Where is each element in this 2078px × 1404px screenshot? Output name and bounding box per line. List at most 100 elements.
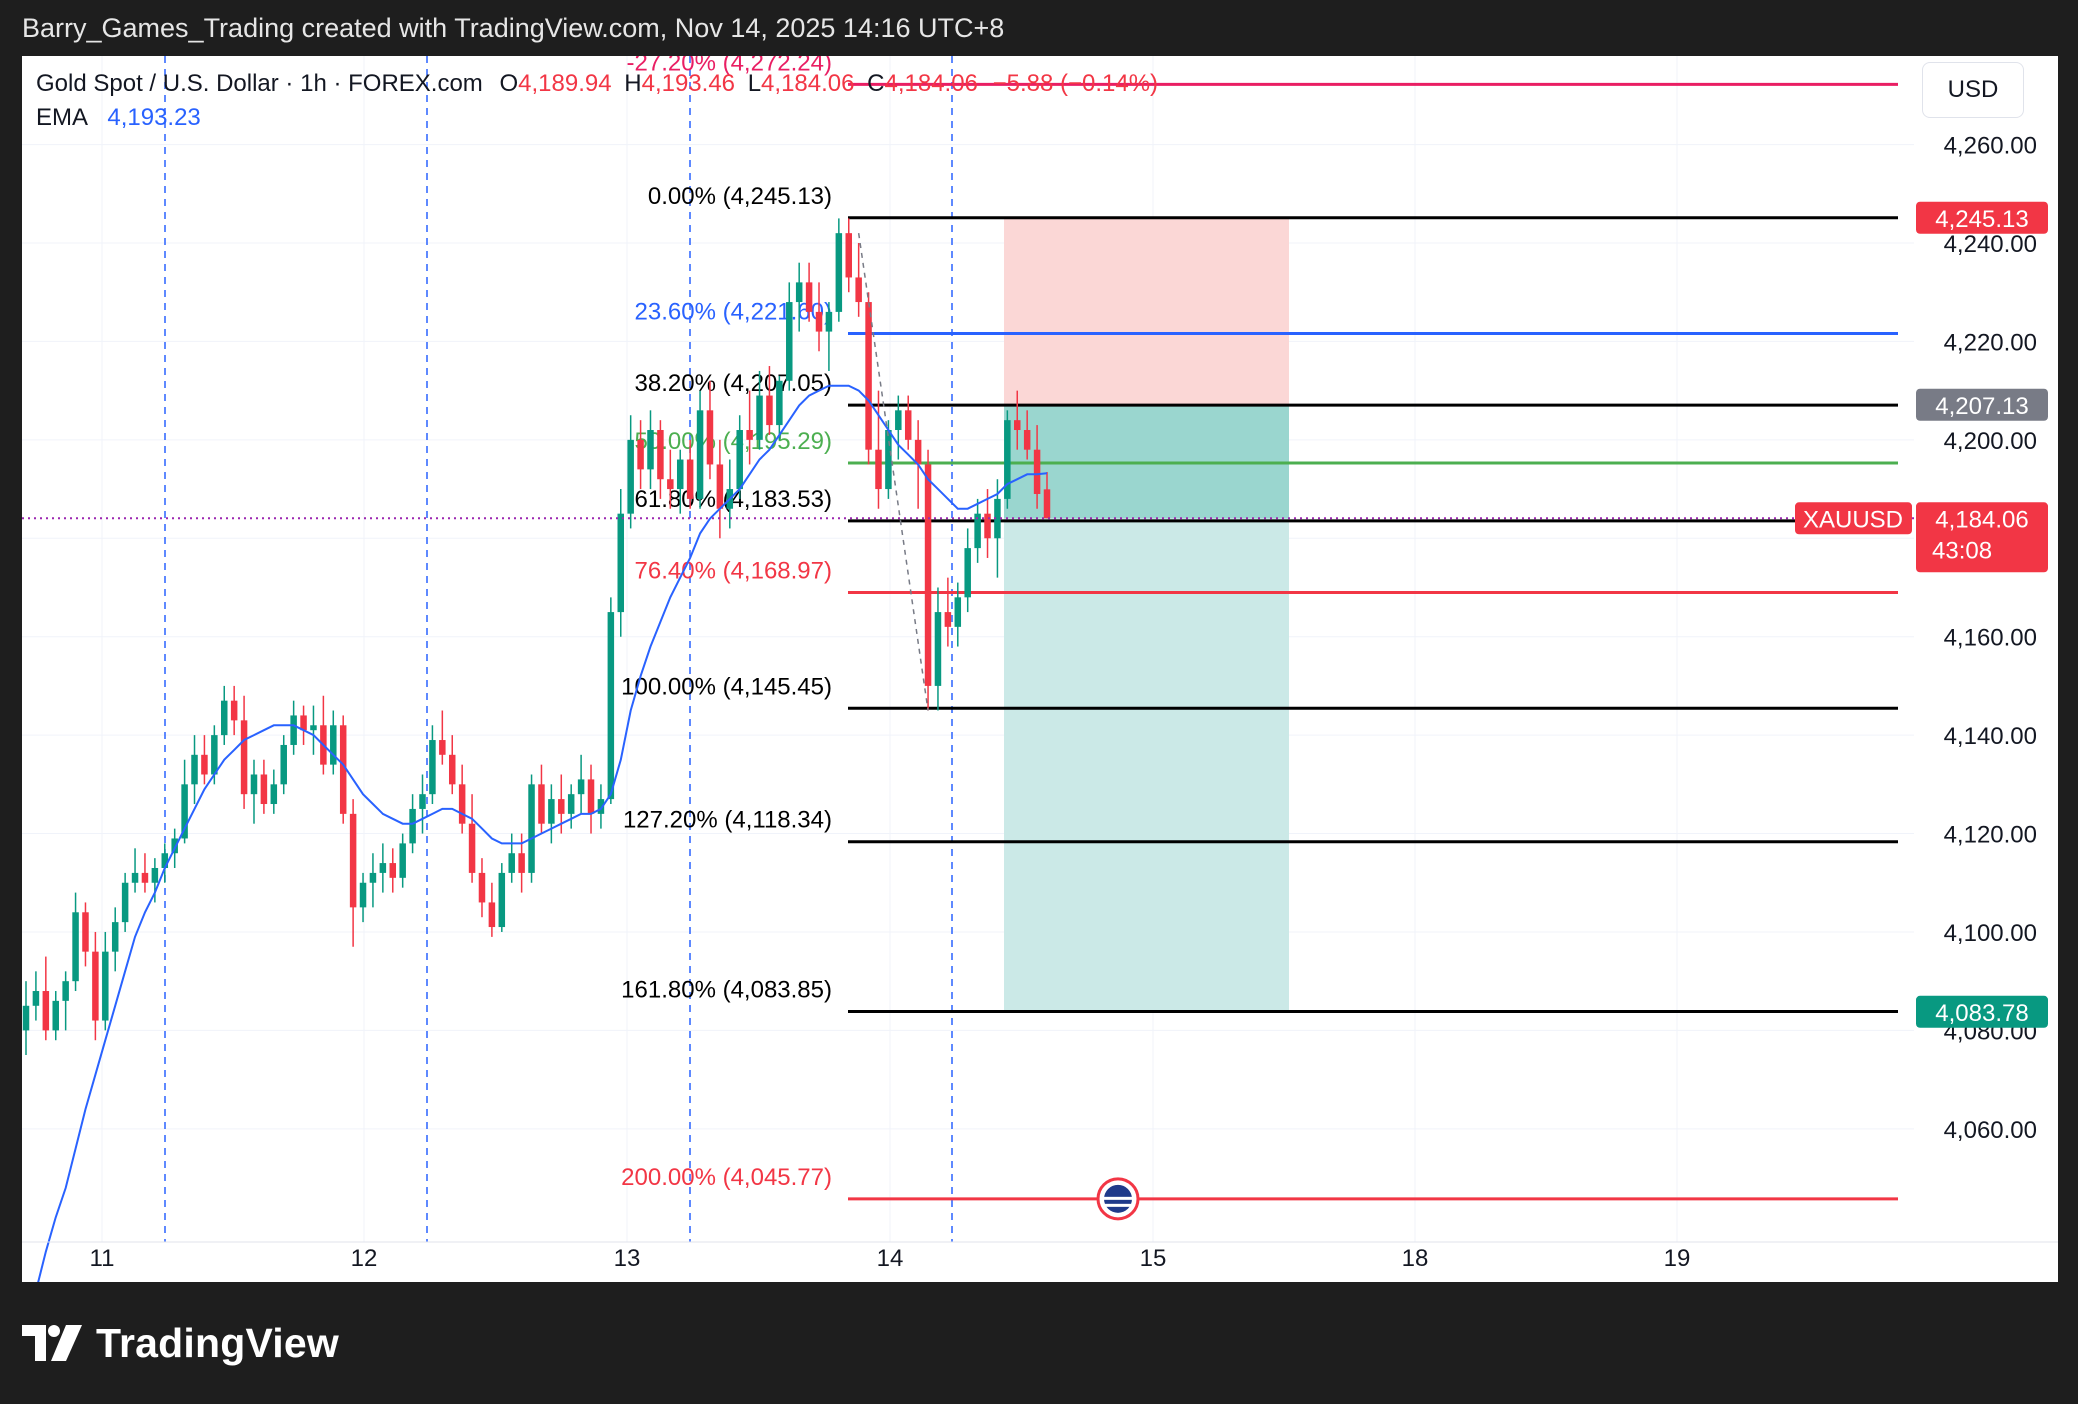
fib-level-label: 50.00% (4,195.29)	[635, 428, 832, 455]
price-tag	[1916, 995, 2048, 1028]
y-tick-label: 4,160.00	[1944, 625, 2037, 652]
candle-up	[429, 740, 436, 795]
candle-down	[349, 813, 357, 908]
candle-up	[181, 784, 188, 839]
candle-up	[567, 794, 575, 814]
ema-value: 4,193.23	[107, 104, 201, 131]
candle-up	[548, 799, 555, 824]
candle-up	[994, 498, 1001, 539]
candle-down	[716, 464, 724, 509]
candle-up	[379, 863, 387, 873]
x-axis[interactable]: 11 12 13 14 15 18 19	[22, 1241, 2058, 1272]
candle-up	[111, 922, 119, 952]
y-tick-label: 4,140.00	[1944, 723, 2037, 750]
price-tag	[1916, 502, 2048, 573]
candle-down	[686, 459, 694, 499]
candle-down	[637, 439, 644, 470]
symbol-tag-label: XAUUSD	[1803, 506, 1903, 533]
candle-up	[161, 853, 169, 868]
y-tick-label: 4,120.00	[1944, 822, 2037, 849]
grid	[22, 56, 1914, 1242]
candle-down	[845, 233, 852, 278]
candle-down	[300, 715, 307, 731]
candle-down	[468, 823, 476, 873]
high-value: 4,193.46	[641, 70, 736, 97]
candle-up	[52, 1000, 59, 1031]
candle-up	[934, 612, 942, 686]
price-tag	[1916, 388, 2048, 421]
candle-up	[151, 867, 159, 883]
x-tick-label: 12	[351, 1245, 378, 1272]
chart-frame[interactable]: -27.20% (4,272.24) 0.00% (4,245.13) 23.60%…	[22, 56, 2058, 1282]
candle-up	[597, 799, 605, 814]
ema-label[interactable]: EMA	[36, 104, 87, 131]
candle-down	[667, 479, 674, 490]
fib-level-label: 76.40% (4,168.97)	[635, 558, 832, 585]
candle-up	[280, 744, 287, 785]
currency-button[interactable]: USD	[1922, 62, 2024, 118]
x-tick-label: 14	[877, 1245, 904, 1272]
candle-up	[359, 882, 367, 908]
candle-up	[954, 597, 962, 627]
fib-level-label: 100.00% (4,145.45)	[621, 673, 832, 700]
candle-up	[22, 1005, 30, 1031]
y-tick-label: 4,100.00	[1944, 920, 2037, 947]
candle-down	[448, 754, 456, 785]
candle-down	[984, 513, 991, 539]
candle-up	[32, 991, 40, 1006]
candles	[22, 218, 1051, 1055]
legend-symbol-row: Gold Spot / U.S. Dollar · 1h · FOREX.com…	[36, 70, 1158, 98]
candle-up	[885, 430, 892, 490]
candle-up	[895, 410, 902, 431]
price-tag-label: 4,245.13	[1935, 206, 2028, 233]
candle-down	[478, 872, 486, 903]
symbol-tag	[1795, 502, 1912, 535]
candle-up	[607, 612, 615, 800]
ema-series	[37, 384, 1048, 1282]
candle-up	[419, 794, 426, 809]
x-tick-label: 19	[1664, 1245, 1691, 1272]
y-axis[interactable]: 4,060.004,080.004,100.004,120.004,140.00…	[1944, 133, 2037, 1144]
candle-down	[1033, 449, 1041, 494]
symbol-line[interactable]: Gold Spot / U.S. Dollar · 1h · FOREX.com	[36, 70, 483, 97]
us-flag-icon-stripe	[1104, 1203, 1132, 1207]
price-tags: 4,245.13 4,207.13 4,184.06 43:08 XAUUSD 4,083…	[1795, 201, 2048, 1028]
candle-up	[617, 513, 625, 613]
change-value: −5.88 (−0.14%)	[992, 70, 1159, 97]
candle-up	[795, 282, 803, 303]
candle-down	[805, 282, 813, 312]
open-label: O	[499, 70, 519, 97]
x-tick-label: 13	[614, 1245, 641, 1272]
header-bar: Barry_Games_Trading created with Trading…	[0, 0, 2078, 56]
position-zones	[1004, 217, 1289, 1012]
candle-down	[924, 464, 932, 686]
brand-text: TradingView	[96, 1319, 339, 1366]
candle-up	[72, 912, 79, 982]
candle-up	[508, 853, 515, 873]
price-tag-label: 4,207.13	[1935, 393, 2028, 420]
realized-profit-zone	[1004, 404, 1289, 519]
candle-up	[736, 430, 743, 490]
candle-down	[92, 951, 99, 1021]
candle-up	[211, 735, 218, 775]
candle-down	[230, 700, 238, 721]
price-chart[interactable]: -27.20% (4,272.24) 0.00% (4,245.13) 23.60%…	[22, 56, 2058, 1282]
candle-down	[458, 784, 466, 824]
open-value: 4,189.94	[518, 70, 612, 97]
fib-level-label: -27.20% (4,272.24)	[627, 56, 832, 76]
candle-down	[706, 410, 714, 465]
candle-down	[1023, 430, 1031, 450]
candle-up	[330, 725, 337, 765]
fib-levels[interactable]: -27.20% (4,272.24) 0.00% (4,245.13) 23.60%…	[621, 56, 1898, 1201]
candle-up	[528, 784, 535, 873]
candle-down	[587, 779, 595, 814]
candle-down	[904, 410, 912, 440]
candle-down	[875, 449, 882, 490]
session-lines	[164, 56, 953, 1242]
candle-down	[865, 302, 872, 450]
candle-down	[538, 784, 545, 824]
close-label: C	[867, 70, 885, 97]
candle-up	[825, 311, 833, 332]
candle-down	[389, 863, 397, 878]
tradingview-logo[interactable]: TradingView	[22, 1318, 339, 1368]
